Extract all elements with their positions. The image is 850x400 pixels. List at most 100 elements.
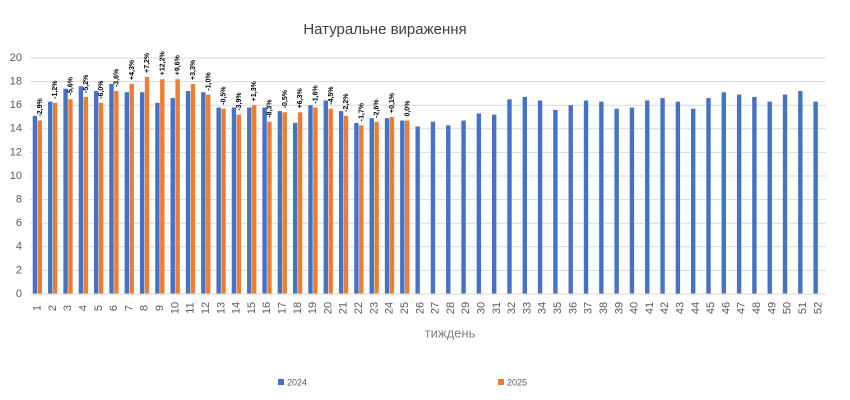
bar [369, 118, 374, 295]
bar [660, 98, 665, 295]
x-tick-label: 45 [705, 302, 717, 314]
x-tick-label: 50 [782, 302, 794, 314]
bar [251, 105, 257, 294]
bar [206, 94, 211, 294]
bar [144, 76, 150, 294]
x-tick-label: 9 [154, 305, 166, 311]
bar [175, 79, 180, 295]
bar [338, 111, 344, 294]
x-axis-title: тиждень [425, 325, 476, 340]
y-tick-label: 18 [10, 76, 22, 88]
data-label: +12,2% [159, 51, 166, 76]
bar [308, 105, 313, 294]
x-tick-label: 15 [246, 302, 258, 314]
bar [446, 125, 451, 294]
legend-label: 2025 [507, 377, 527, 387]
data-label: -2,2% [343, 93, 350, 112]
bar [359, 125, 364, 294]
data-label: -5,2% [83, 74, 90, 93]
bar [400, 120, 405, 294]
bar [221, 108, 226, 295]
bar [277, 111, 283, 294]
bar [767, 101, 772, 294]
bar [114, 91, 119, 294]
bar [706, 98, 711, 295]
bar [553, 109, 558, 294]
bar [236, 114, 242, 294]
data-label: -2,9% [37, 97, 44, 116]
y-tick-label: 0 [16, 288, 22, 300]
y-tick-label: 2 [16, 264, 22, 276]
x-tick-label: 47 [736, 302, 748, 314]
x-tick-label: 25 [399, 302, 411, 314]
x-tick-label: 30 [475, 302, 487, 314]
bar [721, 92, 726, 294]
bar [185, 91, 191, 294]
data-label: -1,6% [312, 84, 319, 103]
y-tick-label: 6 [16, 217, 22, 229]
x-tick-label: 34 [537, 302, 549, 314]
data-label: +0,1% [389, 92, 396, 113]
bar [247, 107, 252, 294]
data-label: -1,0% [205, 72, 212, 91]
x-tick-label: 3 [62, 305, 74, 311]
y-tick-label: 8 [16, 194, 22, 206]
y-tick-label: 4 [16, 241, 22, 253]
bar [415, 126, 420, 294]
data-label: -2,6% [374, 99, 381, 118]
bar [522, 96, 527, 294]
bar [752, 96, 757, 294]
x-tick-label: 41 [644, 302, 656, 314]
x-tick-label: 5 [93, 305, 105, 311]
bar [384, 118, 390, 295]
bar [599, 101, 604, 294]
bar [461, 120, 466, 294]
x-tick-label: 12 [200, 302, 212, 314]
x-tick-label: 51 [797, 302, 809, 314]
legend-label: 2024 [287, 377, 307, 387]
y-tick-label: 10 [10, 170, 22, 182]
data-label: 0,0% [404, 100, 411, 117]
x-tick-label: 44 [690, 302, 702, 314]
bar [32, 115, 38, 294]
x-tick-label: 17 [276, 302, 288, 314]
bar [292, 122, 298, 295]
y-tick-label: 16 [10, 99, 22, 111]
x-tick-label: 13 [215, 302, 227, 314]
bar [736, 94, 742, 294]
bar [190, 83, 196, 295]
data-label: +4,3% [129, 59, 136, 80]
x-tick-label: 19 [307, 302, 319, 314]
data-label: +1,3% [251, 80, 258, 101]
bar [323, 100, 328, 294]
x-tick-label: 21 [338, 302, 350, 314]
x-tick-label: 28 [445, 302, 457, 314]
x-tick-label: 8 [139, 305, 151, 311]
bar [231, 107, 237, 294]
x-tick-label: 10 [169, 302, 181, 314]
bar [155, 102, 160, 294]
bar [690, 108, 696, 295]
bar [297, 112, 303, 294]
data-label: -1,7% [358, 102, 365, 121]
data-label: -3,9% [236, 92, 243, 111]
x-tick-label: 24 [384, 302, 396, 314]
bar [124, 92, 129, 294]
x-tick-label: 22 [353, 302, 365, 314]
x-tick-label: 40 [629, 302, 641, 314]
x-tick-label: 2 [47, 305, 59, 311]
bar [476, 113, 482, 295]
bar [782, 94, 788, 294]
bar [491, 114, 497, 294]
bar [63, 88, 68, 295]
x-tick-label: 37 [583, 302, 595, 314]
data-label: -8,3% [267, 99, 274, 118]
x-tick-label: 6 [108, 305, 120, 311]
bar [583, 100, 589, 294]
x-tick-label: 48 [751, 302, 763, 314]
x-tick-label: 7 [123, 305, 135, 311]
data-label: -6,0% [98, 80, 105, 99]
bar [160, 79, 165, 295]
x-tick-label: 38 [598, 302, 610, 314]
